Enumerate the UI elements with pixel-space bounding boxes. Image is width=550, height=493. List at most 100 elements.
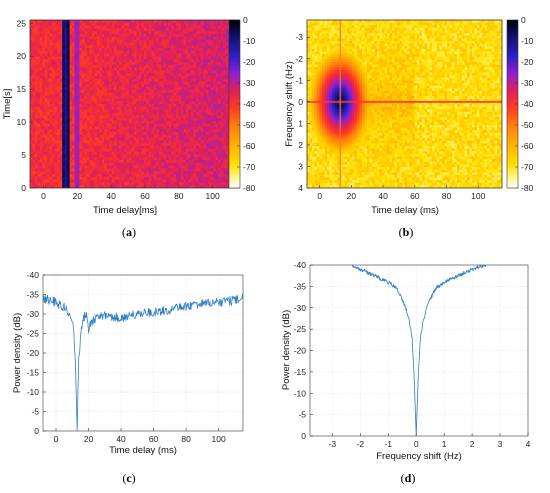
heatmap-cell xyxy=(74,39,78,43)
heatmap-cell xyxy=(69,134,73,139)
heatmap-cell xyxy=(121,182,125,186)
heatmap-cell xyxy=(134,101,138,105)
heatmap-cell xyxy=(69,56,73,60)
heatmap-cell xyxy=(146,42,150,46)
heatmap-cell xyxy=(129,101,133,105)
heatmap-cell xyxy=(57,20,61,24)
heatmap-cell xyxy=(94,39,98,43)
heatmap-cell xyxy=(47,157,51,161)
heatmap-cell xyxy=(106,56,110,60)
heatmap-cell xyxy=(215,34,219,38)
heatmap-cell xyxy=(126,25,130,29)
heatmap-cell xyxy=(213,48,217,52)
heatmap-cell xyxy=(198,162,202,167)
heatmap-cell xyxy=(163,101,167,105)
heatmap-cell xyxy=(69,104,73,108)
heatmap-cell xyxy=(104,22,108,27)
heatmap-cell xyxy=(52,98,56,102)
heatmap-cell xyxy=(109,160,113,164)
heatmap-cell xyxy=(146,185,150,188)
heatmap-cell xyxy=(116,20,120,24)
heatmap-cell xyxy=(225,67,229,71)
heatmap-cell xyxy=(131,160,135,164)
heatmap-cell xyxy=(203,182,207,186)
heatmap-cell xyxy=(141,101,145,105)
heatmap-cell xyxy=(106,98,110,102)
heatmap-cell xyxy=(126,62,130,66)
heatmap-cell xyxy=(67,31,71,35)
heatmap-cell xyxy=(42,67,46,71)
heatmap-cell xyxy=(34,160,39,164)
heatmap-cell xyxy=(143,59,147,63)
heatmap-cell xyxy=(64,92,68,97)
heatmap-cell xyxy=(208,90,212,94)
heatmap-cell xyxy=(79,22,83,27)
heatmap-cell xyxy=(74,22,78,27)
heatmap-cell xyxy=(190,146,195,150)
heatmap-cell xyxy=(72,176,76,181)
heatmap-cell xyxy=(91,123,95,127)
heatmap-cell xyxy=(129,92,133,97)
heatmap-cell xyxy=(124,92,128,97)
heatmap-cell xyxy=(86,50,91,55)
heatmap-cell xyxy=(171,132,175,136)
heatmap-cell xyxy=(190,123,195,127)
heatmap-cell xyxy=(218,126,222,130)
heatmap-cell xyxy=(126,120,130,125)
heatmap-cell xyxy=(195,34,199,38)
heatmap-cell xyxy=(193,126,197,130)
heatmap-cell xyxy=(188,92,192,97)
heatmap-cell xyxy=(59,148,63,153)
heatmap-cell xyxy=(178,120,182,125)
heatmap-cell xyxy=(205,76,209,80)
heatmap-cell xyxy=(176,106,180,111)
heatmap-cell xyxy=(86,112,91,116)
heatmap-cell xyxy=(220,78,224,83)
heatmap-cell xyxy=(74,42,78,46)
heatmap-cell xyxy=(124,168,128,172)
heatmap-cell xyxy=(124,154,128,158)
heatmap-cell xyxy=(210,42,214,46)
heatmap-cell xyxy=(213,31,217,35)
heatmap-cell xyxy=(223,76,227,80)
heatmap-cell xyxy=(59,39,63,43)
heatmap-cell xyxy=(168,134,172,139)
heatmap-cell xyxy=(42,76,46,80)
heatmap-cell xyxy=(34,67,39,71)
heatmap-cell xyxy=(203,34,207,38)
heatmap-cell xyxy=(168,106,172,111)
heatmap-cell xyxy=(215,64,219,69)
heatmap-cell xyxy=(62,87,66,91)
heatmap-cell xyxy=(186,151,190,155)
heatmap-cell xyxy=(57,39,61,43)
heatmap-cell xyxy=(208,115,212,119)
heatmap-cell xyxy=(44,106,48,111)
heatmap-cell xyxy=(67,109,71,113)
heatmap-cell xyxy=(168,62,172,66)
heatmap-cell xyxy=(190,165,195,169)
heatmap-cell xyxy=(124,56,128,60)
heatmap-cell xyxy=(79,42,83,46)
heatmap-cell xyxy=(166,28,170,32)
heatmap-cell xyxy=(47,98,51,102)
heatmap-cell xyxy=(121,151,125,155)
heatmap-cell xyxy=(86,120,91,125)
heatmap-cell xyxy=(158,162,162,167)
heatmap-cell xyxy=(148,118,152,122)
heatmap-cell xyxy=(181,101,185,105)
heatmap-cell xyxy=(37,123,41,127)
heatmap-cell xyxy=(37,81,41,85)
heatmap-cell xyxy=(218,168,222,172)
heatmap-cell xyxy=(101,84,105,88)
heatmap-cell xyxy=(94,22,98,27)
heatmap-cell xyxy=(173,168,177,172)
heatmap-cell xyxy=(208,160,212,164)
heatmap-cell xyxy=(30,59,34,63)
heatmap-cell xyxy=(47,73,51,77)
heatmap-cell xyxy=(99,42,103,46)
heatmap-cell xyxy=(44,185,48,188)
heatmap-cell xyxy=(59,95,63,99)
heatmap-cell xyxy=(77,20,81,24)
heatmap-cell xyxy=(37,112,41,116)
heatmap-cell xyxy=(176,123,180,127)
